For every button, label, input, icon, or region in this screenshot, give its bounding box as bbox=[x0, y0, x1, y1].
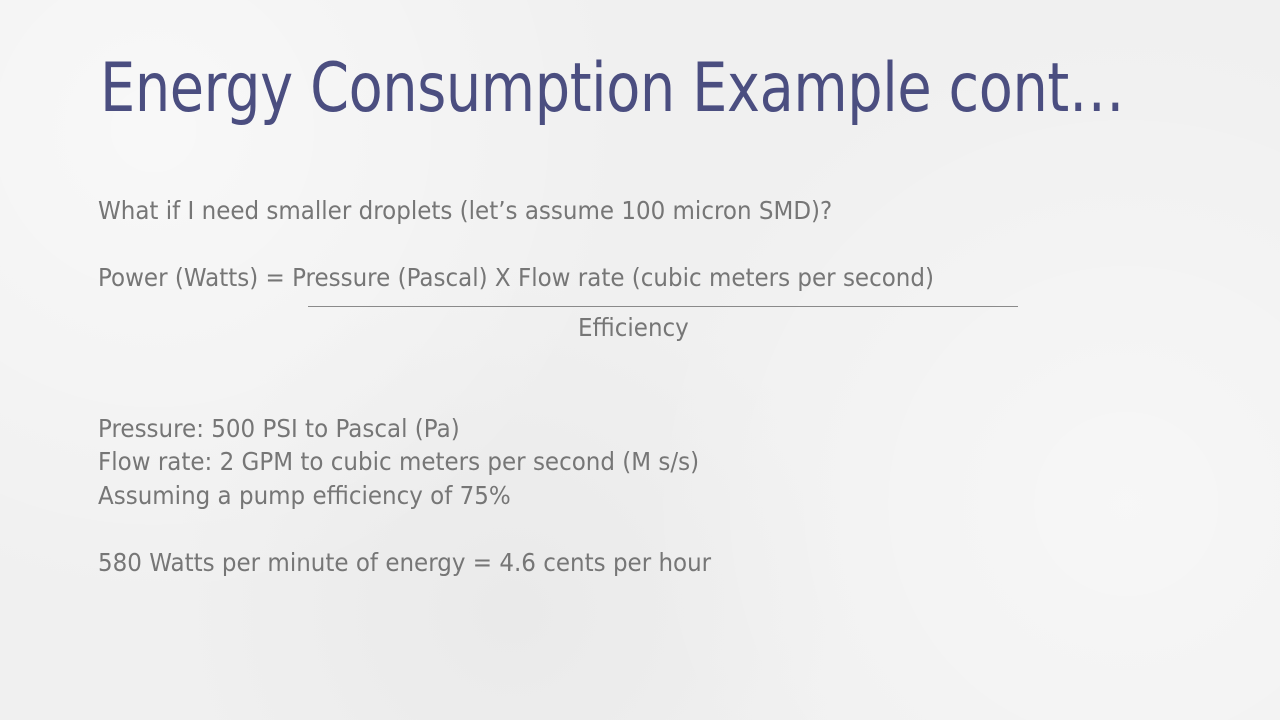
formula-numerator: Power (Watts) = Pressure (Pascal) X Flow… bbox=[98, 263, 934, 292]
given-pressure: Pressure: 500 PSI to Pascal (Pa) bbox=[98, 414, 460, 443]
question-text: What if I need smaller droplets (let’s a… bbox=[98, 196, 833, 225]
given-efficiency: Assuming a pump efficiency of 75% bbox=[98, 481, 511, 510]
formula-denominator: Efficiency bbox=[578, 313, 689, 342]
slide-title: Energy Consumption Example cont… bbox=[100, 49, 1125, 128]
given-flow-rate: Flow rate: 2 GPM to cubic meters per sec… bbox=[98, 447, 700, 476]
fraction-divider bbox=[308, 306, 1018, 307]
result-text: 580 Watts per minute of energy = 4.6 cen… bbox=[98, 548, 712, 577]
